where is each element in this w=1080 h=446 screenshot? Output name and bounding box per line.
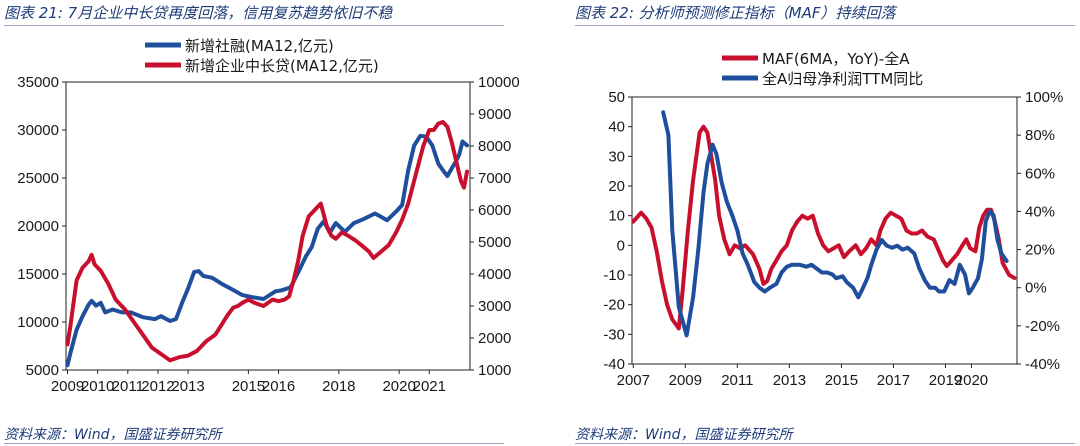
left-source-rule: [4, 443, 504, 444]
left-x-tick-label: 2021: [413, 378, 446, 395]
left-source-note: 资料来源：Wind，国盛证券研究所: [4, 427, 222, 443]
right-series-line-2: [661, 110, 1009, 338]
right-y-left-tick-label: 30: [608, 148, 625, 165]
right-x-tick-label: 2007: [617, 372, 650, 389]
right-y-right-tick-label: 60%: [1025, 165, 1055, 182]
right-y-right-tick-label: 40%: [1025, 203, 1055, 220]
right-x-tick-label: 2011: [721, 372, 753, 389]
left-y-left-tick-label: 25000: [17, 170, 59, 187]
left-y-right-tick-label: 1000: [478, 362, 511, 379]
right-x-tick-label: 2017: [877, 372, 910, 389]
right-x-tick-label: 2020: [955, 372, 988, 389]
left-x-tick-label: 2016: [262, 378, 295, 395]
right-title-rule: [575, 25, 1075, 26]
right-y-right-tick-label: -20%: [1025, 318, 1060, 335]
right-series-line-1: [632, 124, 1017, 331]
right-y-left-tick-label: -20: [603, 297, 625, 314]
left-y-left-tick-label: 20000: [17, 218, 59, 235]
right-legend-label-2: 全A归母净利润TTM同比: [762, 70, 923, 88]
right-x-tick-label: 2015: [825, 372, 858, 389]
left-series-line-2: [66, 120, 469, 363]
right-y-left-tick-label: 40: [608, 119, 625, 136]
right-source-rule: [575, 443, 1075, 444]
left-plot-frame: [65, 81, 471, 371]
left-y-right-tick-label: 6000: [478, 202, 511, 219]
left-legend-label-1: 新增社融(MA12,亿元): [185, 37, 334, 55]
left-x-tick-label: 2010: [81, 378, 114, 395]
right-legend-label-1: MAF(6MA，YoY)-全A: [762, 50, 910, 68]
right-y-right-tick-label: 80%: [1025, 127, 1055, 144]
left-y-left-tick-label: 15000: [17, 266, 59, 283]
left-title-rule: [4, 25, 504, 26]
left-y-right-tick-label: 7000: [478, 170, 511, 187]
right-chart-title: 图表 22: 分析师预测修正指标（MAF）持续回落: [575, 4, 896, 22]
left-chart-title: 图表 21: 7月企业中长贷再度回落，信用复苏趋势依旧不稳: [4, 4, 393, 22]
right-x-tick-label: 2019: [929, 372, 962, 389]
right-y-right-tick-label: 0%: [1025, 280, 1047, 297]
left-y-left-tick-label: 5000: [26, 362, 59, 379]
right-x-tick-label: 2009: [669, 372, 702, 389]
left-x-tick-label: 2020: [382, 378, 415, 395]
right-y-left-tick-label: 50: [608, 89, 625, 106]
left-series-line-1: [66, 133, 469, 368]
left-x-tick-label: 2018: [322, 378, 355, 395]
left-x-tick-label: 2015: [232, 378, 265, 395]
right-plot-frame: [631, 96, 1018, 365]
right-y-left-tick-label: -40: [603, 356, 625, 373]
left-y-left-tick-label: 35000: [17, 74, 59, 91]
left-y-right-tick-label: 10000: [478, 74, 520, 91]
right-y-left-tick-label: -10: [603, 267, 625, 284]
left-x-tick-label: 2009: [51, 378, 84, 395]
left-y-left-tick-label: 30000: [17, 122, 59, 139]
left-y-left-tick-label: 10000: [17, 314, 59, 331]
right-x-tick-label: 2013: [773, 372, 806, 389]
charts-canvas: 3500030000250002000015000100005000100009…: [17, 37, 1063, 395]
left-y-right-tick-label: 8000: [478, 138, 511, 155]
right-y-left-tick-label: 0: [617, 237, 625, 254]
right-source-note: 资料来源：Wind，国盛证券研究所: [575, 427, 793, 443]
left-x-tick-label: 2012: [141, 378, 174, 395]
left-y-right-tick-label: 2000: [478, 330, 511, 347]
left-y-right-tick-label: 5000: [478, 234, 511, 251]
right-y-left-tick-label: -30: [603, 326, 625, 343]
right-y-right-tick-label: 100%: [1025, 89, 1063, 106]
right-y-right-tick-label: -40%: [1025, 356, 1060, 373]
left-y-right-tick-label: 9000: [478, 106, 511, 123]
left-legend-label-2: 新增企业中长贷(MA12,亿元): [185, 57, 379, 75]
right-y-left-tick-label: 10: [608, 208, 625, 225]
right-y-left-tick-label: 20: [608, 178, 625, 195]
left-y-right-tick-label: 4000: [478, 266, 511, 283]
left-x-tick-label: 2013: [171, 378, 204, 395]
left-y-right-tick-label: 3000: [478, 298, 511, 315]
left-x-tick-label: 2011: [112, 378, 144, 395]
right-y-right-tick-label: 20%: [1025, 242, 1055, 259]
